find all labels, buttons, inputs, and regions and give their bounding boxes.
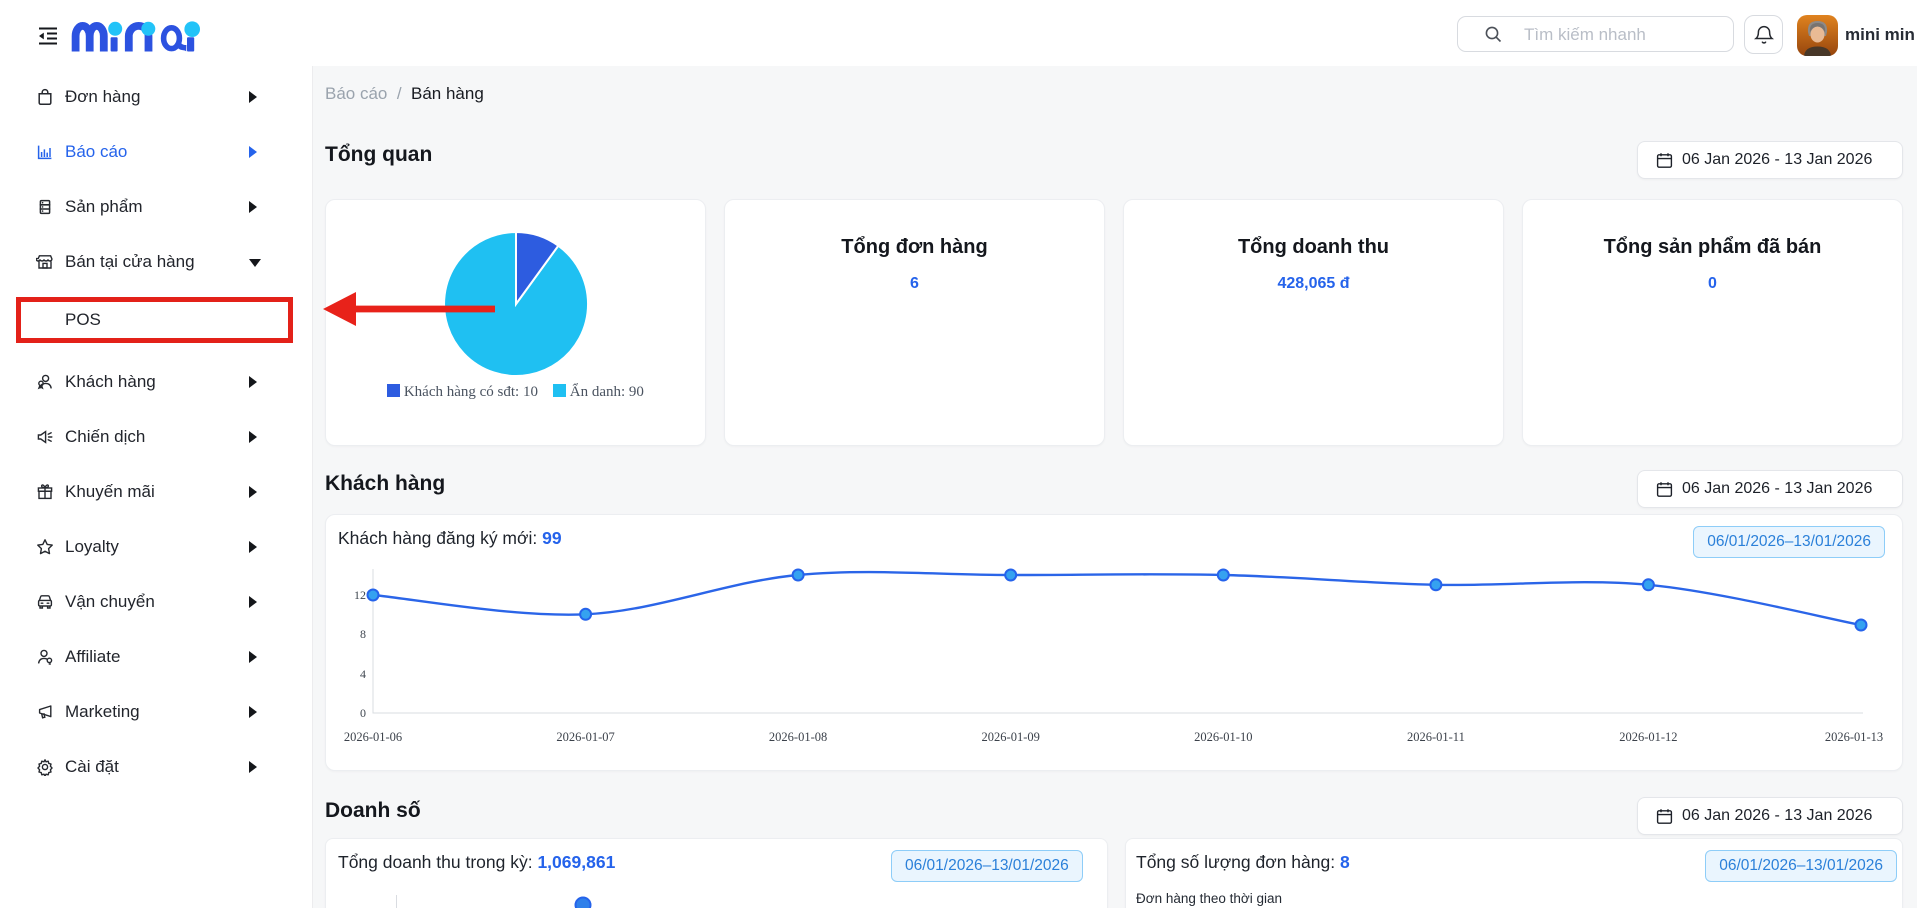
- svg-text:2026-01-07: 2026-01-07: [556, 730, 614, 744]
- svg-text:0: 0: [360, 706, 366, 720]
- svg-text:2026-01-10: 2026-01-10: [1194, 730, 1252, 744]
- svg-text:2026-01-09: 2026-01-09: [982, 730, 1040, 744]
- svg-text:12: 12: [354, 588, 366, 602]
- svg-text:2026-01-06: 2026-01-06: [344, 730, 402, 744]
- svg-text:4: 4: [360, 667, 366, 681]
- svg-text:2026-01-12: 2026-01-12: [1619, 730, 1677, 744]
- svg-text:2026-01-11: 2026-01-11: [1407, 730, 1465, 744]
- svg-text:8: 8: [360, 627, 366, 641]
- svg-text:2026-01-13: 2026-01-13: [1825, 730, 1883, 744]
- svg-text:2026-01-08: 2026-01-08: [769, 730, 827, 744]
